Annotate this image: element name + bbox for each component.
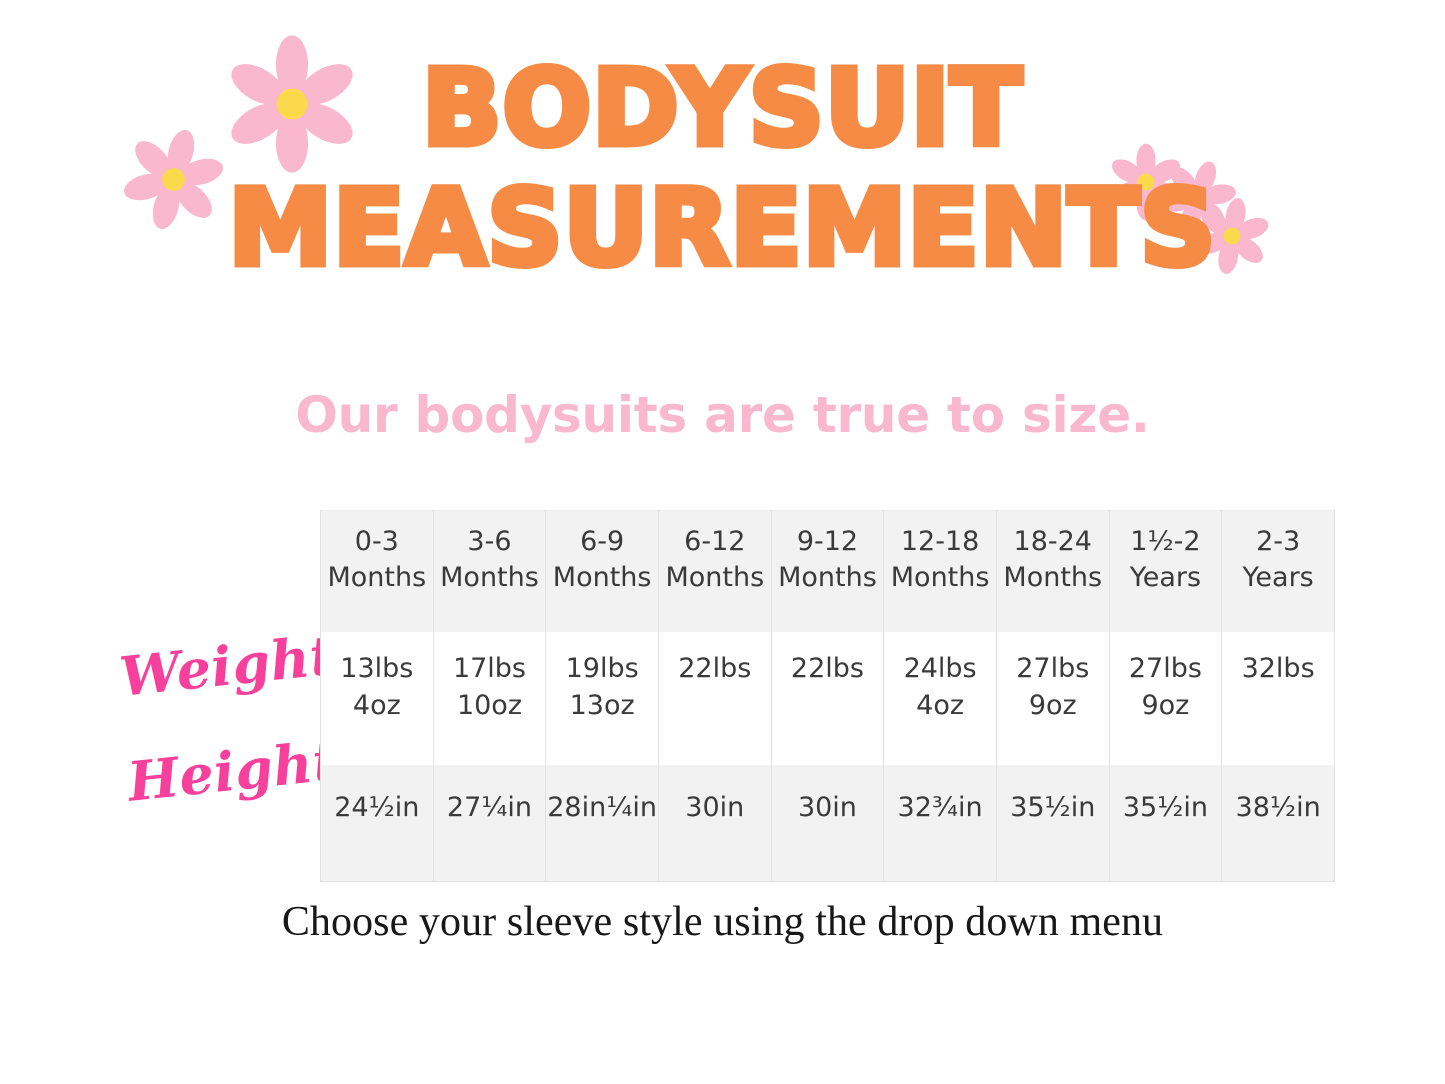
header-bottom-7: Years	[1129, 562, 1202, 594]
weight-cell-7: 27lbs 9oz	[1108, 632, 1223, 765]
weight-top-4: 22lbs	[790, 653, 864, 684]
height-cell-5: 32¾in	[883, 765, 997, 882]
height-cell-3: 30in	[657, 765, 772, 882]
height-cell-8: 38½in	[1221, 765, 1335, 882]
height-cell-1: 27¼in	[432, 765, 547, 882]
height-cell-6: 35½in	[995, 765, 1110, 882]
header-bottom-5: Months	[890, 562, 990, 594]
page-title: BODYSUIT MEASUREMENTS	[0, 47, 1445, 289]
weight-bottom-6: 9oz	[1028, 690, 1077, 722]
table-header-cell-1: 3-6 Months	[432, 510, 547, 632]
header-bottom-1: Months	[440, 562, 539, 594]
weight-top-6: 27lbs	[1016, 653, 1090, 684]
header-top-2: 6-9	[580, 526, 625, 557]
weight-cell-1: 17lbs 10oz	[432, 632, 547, 765]
row-label-weight: Weight	[116, 622, 339, 709]
weight-bottom-5: 4oz	[916, 690, 965, 722]
weight-cell-3: 22lbs	[657, 632, 772, 765]
weight-top-3: 22lbs	[678, 653, 752, 684]
weight-cell-6: 27lbs 9oz	[995, 632, 1110, 765]
height-cell-4: 30in	[770, 765, 885, 882]
height-cell-0: 24½in	[320, 765, 434, 882]
table-header-cell-4: 9-12 Months	[770, 510, 885, 632]
weight-top-7: 27lbs	[1128, 653, 1202, 684]
table-header-cell-8: 2-3 Years	[1221, 510, 1335, 632]
page-title-line-2: MEASUREMENTS	[225, 166, 1219, 289]
header-top-8: 2-3	[1256, 526, 1301, 557]
header-top-5: 12-18	[900, 526, 980, 557]
header-top-4: 9-12	[796, 526, 859, 557]
table-header-cell-6: 18-24 Months	[995, 510, 1110, 632]
weight-bottom-1: 10oz	[456, 690, 523, 722]
header-top-3: 6-12	[684, 526, 746, 557]
weight-cell-5: 24lbs 4oz	[883, 632, 997, 765]
size-table-wrapper: 0-3 Months 3-6 Months 6-9 Months 6-12 Mo…	[320, 510, 1335, 882]
weight-cell-4: 22lbs	[770, 632, 885, 765]
subtitle-text: Our bodysuits are true to size.	[295, 386, 1150, 444]
table-header-cell-2: 6-9 Months	[545, 510, 659, 632]
flower-icon-large-left	[222, 34, 362, 174]
weight-top-1: 17lbs	[452, 653, 527, 684]
height-cell-7: 35½in	[1108, 765, 1223, 882]
header-bottom-0: Months	[327, 562, 427, 594]
table-header-cell-0: 0-3 Months	[320, 510, 434, 632]
height-cell-2: 28in¼in	[545, 765, 659, 882]
header-bottom-8: Years	[1242, 562, 1314, 594]
table-header-cell-3: 6-12 Months	[657, 510, 772, 632]
weight-top-8: 32lbs	[1241, 653, 1315, 684]
flower-icon-small-left	[122, 128, 225, 231]
weight-top-5: 24lbs	[903, 653, 977, 684]
weight-bottom-7: 9oz	[1141, 690, 1190, 722]
header-top-1: 3-6	[467, 526, 512, 557]
header-bottom-2: Months	[552, 562, 652, 594]
header-top-6: 18-24	[1013, 526, 1092, 557]
weight-top-0: 13lbs	[340, 653, 414, 684]
size-table: 0-3 Months 3-6 Months 6-9 Months 6-12 Mo…	[320, 510, 1335, 882]
flower-icon-right-1	[1106, 142, 1186, 222]
table-row-height: 24½in 27¼in 28in¼in 30in 30in 32¾in 35½i…	[320, 765, 1335, 882]
weight-top-2: 19lbs	[565, 653, 639, 684]
weight-bottom-0: 4oz	[352, 690, 401, 722]
table-header-row: 0-3 Months 3-6 Months 6-9 Months 6-12 Mo…	[320, 510, 1335, 632]
weight-cell-0: 13lbs 4oz	[320, 632, 434, 765]
weight-cell-2: 19lbs 13oz	[545, 632, 659, 765]
footer-instruction: Choose your sleeve style using the drop …	[281, 899, 1164, 945]
header-top-0: 0-3	[354, 526, 399, 557]
weight-bottom-2: 13oz	[569, 690, 635, 722]
table-header-cell-5: 12-18 Months	[883, 510, 997, 632]
header-bottom-4: Months	[778, 562, 877, 594]
table-header-cell-7: 1½-2 Years	[1108, 510, 1223, 632]
header-bottom-3: Months	[665, 562, 765, 594]
header-top-7: 1½-2	[1130, 526, 1201, 557]
flower-icon-right-3	[1192, 196, 1272, 276]
page-title-line-1: BODYSUIT	[419, 47, 1025, 169]
weight-cell-8: 32lbs	[1221, 632, 1335, 765]
header-bottom-6: Months	[1003, 562, 1103, 594]
row-label-height: Height	[124, 728, 342, 814]
table-row-weight: 13lbs 4oz 17lbs 10oz 19lbs 13oz 22lbs	[320, 632, 1335, 765]
